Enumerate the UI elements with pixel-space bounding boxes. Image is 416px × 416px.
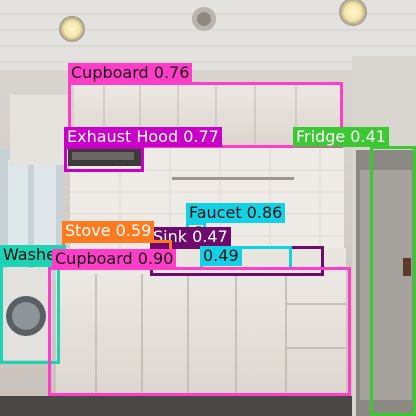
detection-box-fridge: [370, 146, 416, 416]
detection-label-cupboard-lower: Cupboard 0.90: [52, 249, 177, 269]
detection-label-stove: Stove 0.59: [62, 221, 155, 241]
detection-label-sink-second: 0.49: [200, 246, 242, 266]
detection-label-washer: Washer: [0, 245, 66, 265]
detection-box-cupboard-lower: [48, 267, 351, 396]
detection-box-washer: [0, 264, 60, 364]
detection-label-exhaust-hood: Exhaust Hood 0.77: [64, 127, 222, 147]
detection-box-exhaust-hood: [64, 146, 144, 172]
detection-label-faucet: Faucet 0.86: [186, 203, 286, 223]
detection-label-fridge: Fridge 0.41: [293, 127, 389, 147]
detection-label-cupboard-upper: Cupboard 0.76: [68, 63, 193, 83]
